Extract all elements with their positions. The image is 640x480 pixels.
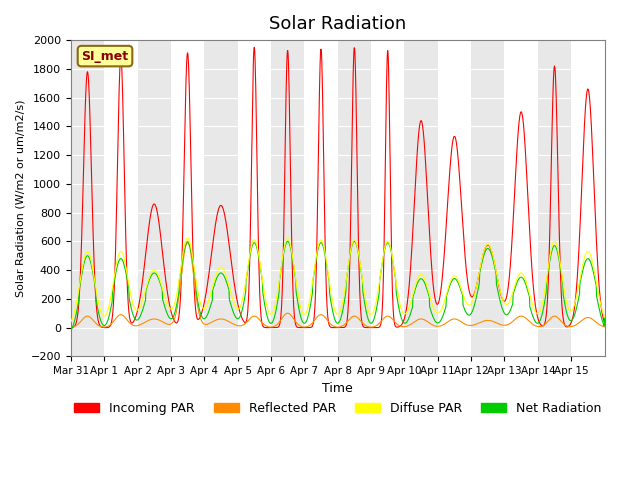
Bar [271,40,304,356]
Bar [71,40,104,356]
Bar [471,40,504,356]
Bar [538,40,572,356]
Bar [404,40,438,356]
Bar [138,40,171,356]
Bar [204,40,237,356]
Text: SI_met: SI_met [81,49,129,62]
X-axis label: Time: Time [323,382,353,395]
Title: Solar Radiation: Solar Radiation [269,15,406,33]
Y-axis label: Solar Radiation (W/m2 or um/m2/s): Solar Radiation (W/m2 or um/m2/s) [15,99,25,297]
Bar [338,40,371,356]
Legend: Incoming PAR, Reflected PAR, Diffuse PAR, Net Radiation: Incoming PAR, Reflected PAR, Diffuse PAR… [69,396,606,420]
